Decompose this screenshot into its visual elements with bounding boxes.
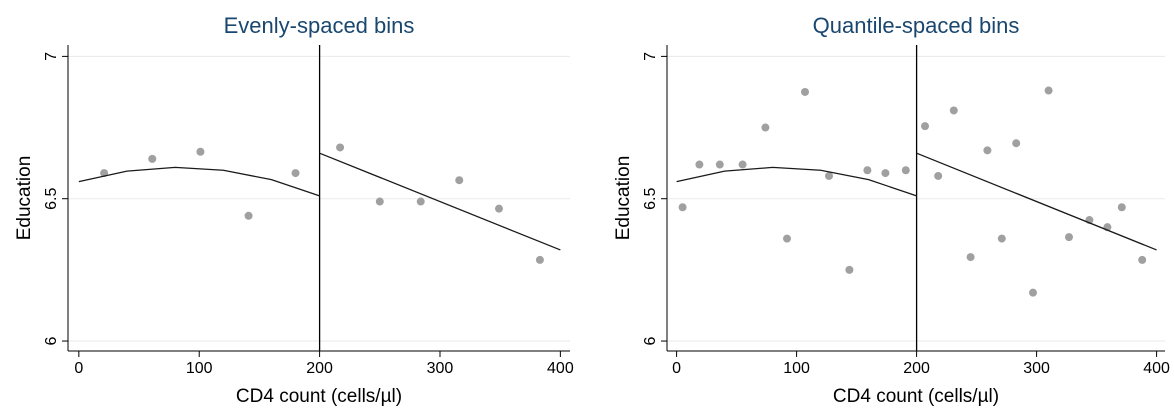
point bbox=[1117, 203, 1126, 212]
point bbox=[1029, 288, 1037, 297]
point bbox=[535, 255, 544, 264]
y-tick-label: 6 bbox=[43, 336, 60, 345]
x-axis-title: CD4 count (cells/µl) bbox=[236, 386, 402, 407]
point bbox=[416, 197, 425, 206]
point bbox=[934, 171, 943, 180]
y-tick-label: 7 bbox=[642, 52, 659, 61]
point bbox=[949, 106, 958, 115]
point bbox=[455, 176, 464, 185]
point bbox=[695, 160, 704, 169]
x-tick-label: 0 bbox=[672, 360, 681, 377]
y-tick-label: 6.5 bbox=[43, 187, 60, 209]
x-tick-label: 400 bbox=[1143, 360, 1170, 377]
point bbox=[148, 154, 157, 163]
point bbox=[291, 169, 300, 178]
point bbox=[983, 146, 992, 155]
point bbox=[845, 265, 854, 274]
x-tick-label: 400 bbox=[547, 360, 574, 377]
point bbox=[375, 197, 384, 206]
point bbox=[825, 171, 833, 180]
point bbox=[1044, 86, 1053, 95]
point bbox=[1012, 139, 1021, 148]
x-tick-label: 0 bbox=[74, 360, 83, 377]
y-tick-label: 6.5 bbox=[642, 187, 659, 209]
x-tick-label: 100 bbox=[186, 360, 213, 377]
x-tick-label: 200 bbox=[903, 360, 930, 377]
chart-title: Evenly-spaced bins bbox=[224, 13, 415, 38]
y-axis-title: Education bbox=[613, 156, 634, 241]
point bbox=[336, 143, 345, 152]
point bbox=[678, 203, 687, 212]
point bbox=[921, 122, 929, 131]
point bbox=[1065, 233, 1073, 242]
point bbox=[196, 147, 205, 156]
chart-title: Quantile-spaced bins bbox=[813, 13, 1020, 38]
point bbox=[966, 253, 975, 262]
y-tick-label: 7 bbox=[43, 52, 60, 61]
point bbox=[715, 160, 724, 169]
x-tick-label: 200 bbox=[306, 360, 333, 377]
point bbox=[738, 160, 747, 169]
fit-line bbox=[319, 152, 561, 251]
y-axis-title: Education bbox=[14, 156, 35, 241]
x-tick-label: 300 bbox=[427, 360, 454, 377]
point bbox=[901, 166, 910, 175]
y-tick-label: 6 bbox=[642, 336, 659, 345]
point bbox=[997, 234, 1006, 243]
point bbox=[494, 204, 503, 213]
point bbox=[761, 123, 770, 132]
point bbox=[801, 87, 809, 96]
point bbox=[863, 166, 872, 175]
fit-line bbox=[78, 166, 320, 197]
point bbox=[783, 234, 791, 243]
x-tick-label: 100 bbox=[783, 360, 810, 377]
fit-line bbox=[916, 152, 1157, 251]
fit-line bbox=[676, 166, 917, 197]
x-axis-title: CD4 count (cells/µl) bbox=[833, 386, 999, 407]
x-tick-label: 300 bbox=[1023, 360, 1050, 377]
point bbox=[881, 169, 890, 178]
point bbox=[1138, 255, 1147, 264]
point bbox=[244, 211, 253, 220]
